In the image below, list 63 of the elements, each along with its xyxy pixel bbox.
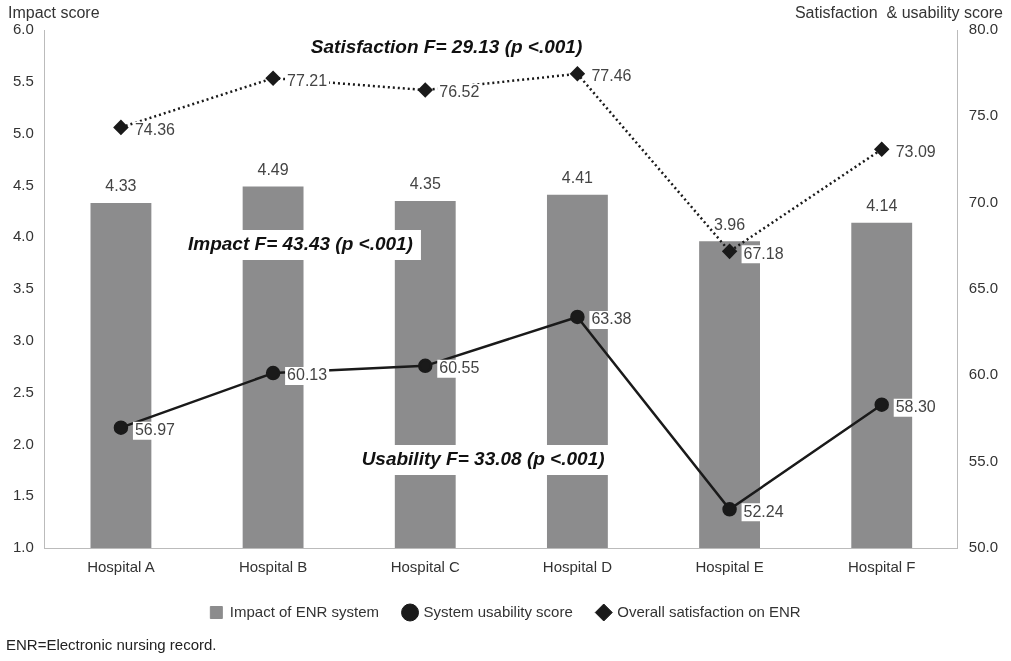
y2-tick-label: 65.0 [968,279,999,297]
point [722,502,737,517]
data-label: 60.13 [287,366,328,384]
point [113,420,129,435]
data-label: 3.96 [714,215,746,233]
point [418,358,433,374]
y-tick-label: 3.5 [12,279,34,297]
y2-tick-label: 70.0 [968,192,999,210]
annotation: Impact F= 43.43 (p <.001) [188,233,413,255]
text: ENR=Electronic nursing record. [6,636,217,653]
y2-tick-label: 55.0 [968,451,999,469]
data-label: 4.49 [257,160,289,178]
y-tick-label: 2.5 [12,382,34,400]
point [113,120,129,135]
data-label: 73.09 [895,142,936,160]
data-label: 63.38 [591,310,632,328]
data-label: 4.14 [866,197,898,215]
y-tick-label: 5.5 [12,71,34,89]
y-tick-label: 5.0 [12,123,34,141]
x-tick-label: Hospital A [87,558,155,576]
data-label: 58.30 [895,398,936,416]
data-label: 67.18 [743,244,784,262]
point [874,142,889,157]
data-label: 76.52 [439,83,480,101]
data-label: 52.24 [743,502,784,520]
y-tick-label: 1.5 [12,486,34,504]
point [874,397,889,412]
x-tick-label: Hospital C [390,558,461,576]
data-label: 74.36 [134,120,176,138]
y-tick-label: 6.0 [12,20,34,38]
x-tick-label: Hospital B [238,558,308,576]
data-label: 56.97 [134,421,176,439]
data-label: 4.33 [105,177,137,195]
y-tick-label: 2.0 [12,434,34,452]
data-label: 77.21 [287,71,328,89]
y2-axis-title: Satisfaction & usability score [794,4,1004,22]
data-label: 4.41 [561,169,594,187]
legend-label: Impact of ENR system [229,602,380,620]
y-tick-label: 4.5 [12,175,34,193]
y2-tick-label: 60.0 [968,365,999,383]
y-tick-label: 3.0 [12,330,34,348]
y2-tick-label: 75.0 [968,106,999,124]
point [418,82,433,98]
legend-label: System usability score [423,602,573,620]
point [265,70,281,86]
point [722,244,737,259]
data-label: 60.55 [439,359,480,377]
y-tick-label: 1.0 [12,538,34,556]
y-axis-title: Impact score [8,4,100,22]
annotation: Usability F= 33.08 (p <.001) [361,448,605,470]
x-tick-label: Hospital E [695,558,764,576]
point [265,365,281,381]
data-label: 77.46 [591,67,632,85]
point [570,66,585,82]
annotation: Satisfaction F= 29.13 (p <.001) [310,36,583,58]
point [570,309,585,325]
y2-tick-label: 50.0 [968,538,999,556]
x-tick-label: Hospital D [542,558,613,576]
legend-label: Overall satisfaction on ENR [617,602,801,620]
y-tick-label: 4.0 [12,227,34,245]
y2-tick-label: 80.0 [968,20,999,38]
data-label: 4.35 [409,175,441,193]
x-tick-label: Hospital F [847,558,916,576]
